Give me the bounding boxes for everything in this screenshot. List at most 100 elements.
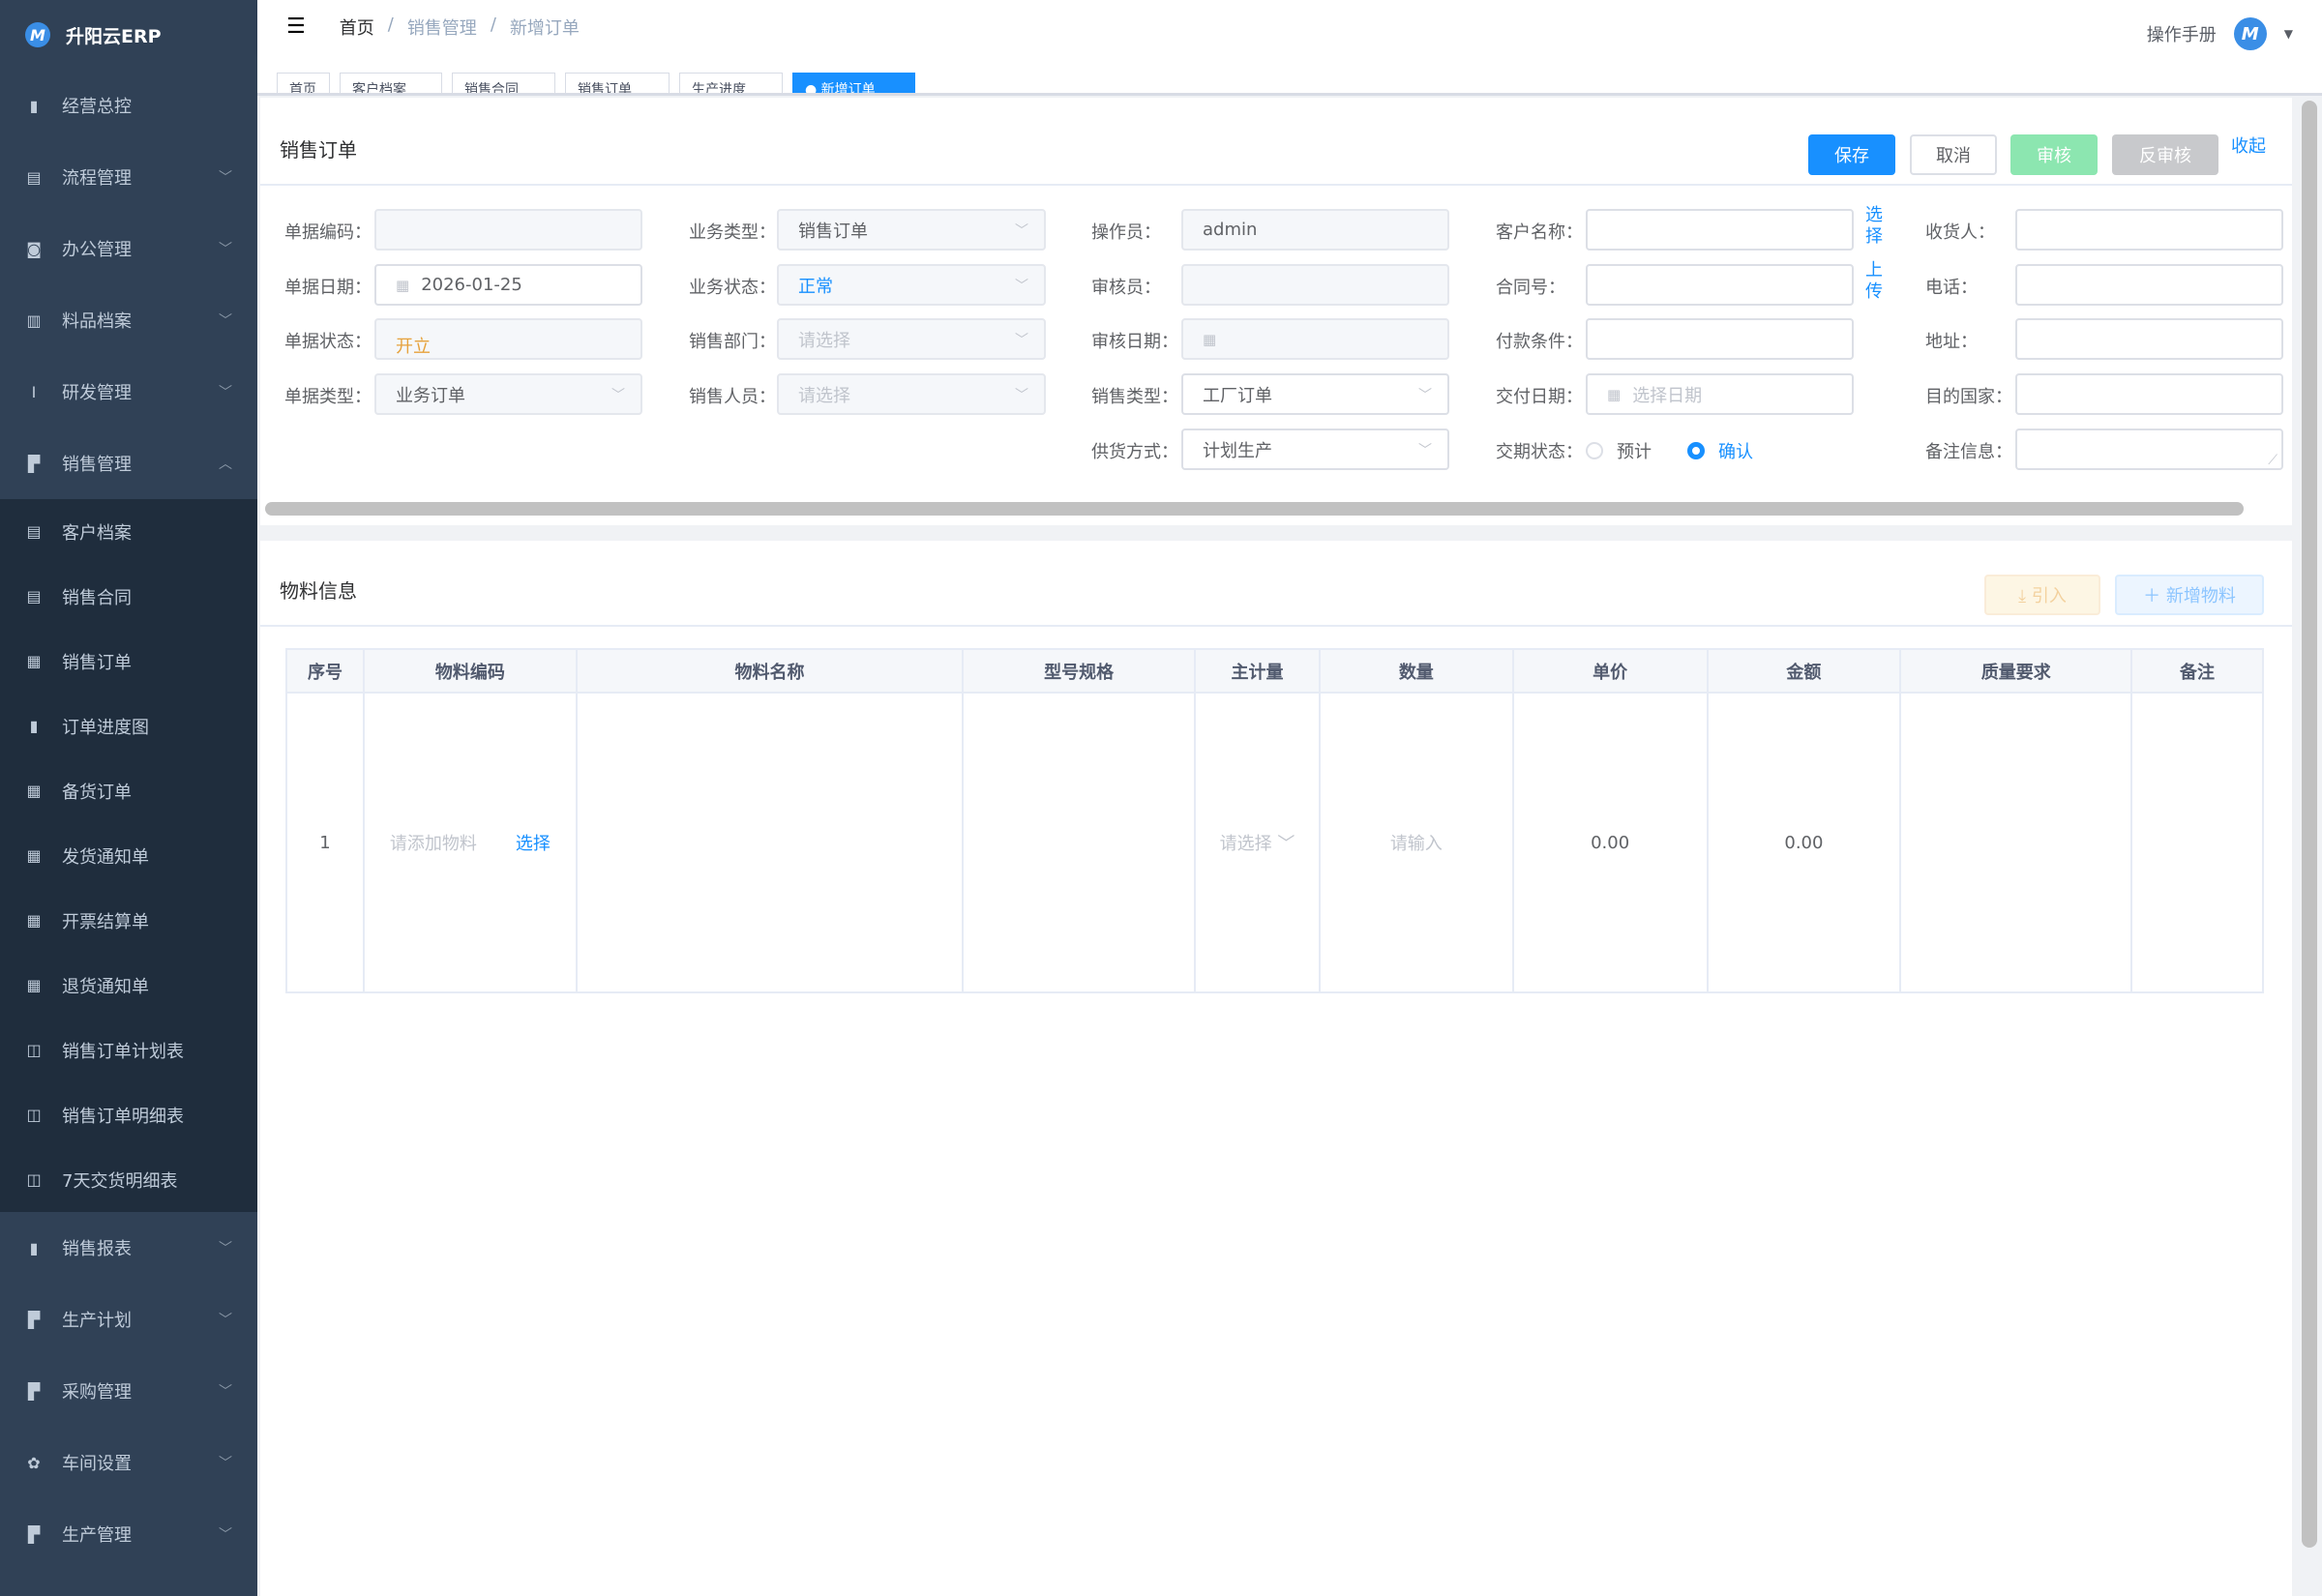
app-logo[interactable]: M 升阳云ERP: [0, 0, 257, 70]
field-label: 业务状态：: [689, 278, 776, 298]
sidebar-item[interactable]: ▛ 生产管理 ﹀: [0, 1498, 257, 1570]
radio-option[interactable]: 预计: [1586, 438, 1652, 463]
collapse-link[interactable]: 收起: [2231, 136, 2266, 157]
chevron-down-icon[interactable]: ﹀: [219, 385, 232, 400]
select-field[interactable]: 业务订单 ﹀: [374, 373, 642, 415]
tab-item[interactable]: ● 新增订单: [792, 73, 915, 93]
date-picker[interactable]: ▦: [1181, 318, 1449, 360]
vertical-scrollbar[interactable]: [2302, 101, 2317, 1548]
text-input[interactable]: [2015, 373, 2283, 415]
sidebar-item[interactable]: ◙ 办公管理 ﹀: [0, 213, 257, 284]
chevron-up-icon[interactable]: ︿: [219, 457, 232, 472]
chevron-down-icon[interactable]: ﹀: [219, 1313, 232, 1328]
sidebar-item[interactable]: ▛ 生产计划 ﹀: [0, 1284, 257, 1355]
sidebar-item-label: 销售订单计划表: [62, 1041, 184, 1062]
field-label: 目的国家：: [1925, 387, 2012, 407]
select-material-link[interactable]: 选择: [515, 834, 551, 854]
field-label: 交付日期：: [1496, 387, 1583, 407]
sidebar-item[interactable]: Ⅰ 研发管理 ﹀: [0, 356, 257, 428]
text-input[interactable]: [1181, 264, 1449, 306]
table-body: 1 请添加物料 选择 请选择 ﹀ 请输入 0.00 0.00: [285, 692, 2264, 993]
text-input[interactable]: [374, 209, 642, 251]
text-input[interactable]: admin: [1181, 209, 1449, 251]
chevron-down-icon: ﹀: [1015, 222, 1028, 239]
chevron-down-icon[interactable]: ﹀: [219, 1456, 232, 1471]
sidebar-item[interactable]: ▛ 销售管理 ︿: [0, 428, 257, 499]
sidebar-item[interactable]: ▮ 经营总控: [0, 70, 257, 141]
text-input[interactable]: [1586, 209, 1854, 251]
text-input[interactable]: [2015, 209, 2283, 251]
unaudit-button[interactable]: 反审核: [2112, 134, 2218, 175]
quantity-input[interactable]: 请输入: [1318, 692, 1514, 993]
material-code-cell: 请添加物料 选择: [362, 692, 578, 993]
text-input[interactable]: 开立: [374, 318, 642, 360]
sidebar-item[interactable]: ✿ 车间设置 ﹀: [0, 1427, 257, 1498]
chevron-down-icon[interactable]: ﹀: [219, 242, 232, 257]
hamburger-icon[interactable]: ☰: [286, 15, 306, 39]
column-header: 物料编码: [362, 648, 578, 694]
chevron-down-icon: ﹀: [1015, 387, 1028, 403]
sidebar-item[interactable]: ▤ 流程管理 ﹀: [0, 141, 257, 213]
tab-item[interactable]: 销售订单: [565, 73, 670, 93]
upload-contract-link[interactable]: 上传: [1865, 260, 1883, 302]
chevron-down-icon[interactable]: ﹀: [219, 1527, 232, 1543]
tab-item[interactable]: 生产进度: [679, 73, 783, 93]
sidebar-item[interactable]: ▦ 销售订单: [0, 629, 257, 694]
cancel-button[interactable]: 取消: [1910, 134, 1997, 175]
material-code-placeholder[interactable]: 请添加物料: [389, 834, 477, 854]
sidebar-item[interactable]: ▥ 料品档案 ﹀: [0, 284, 257, 356]
audit-button[interactable]: 审核: [2010, 134, 2098, 175]
avatar[interactable]: M: [2233, 17, 2267, 50]
save-button[interactable]: 保存: [1808, 134, 1895, 175]
select-field[interactable]: 销售订单 ﹀: [777, 209, 1046, 251]
select-field[interactable]: 请选择 ﹀: [777, 373, 1046, 415]
sidebar-item[interactable]: ▦ 备货订单: [0, 758, 257, 823]
chevron-down-icon[interactable]: ﹀: [219, 170, 232, 186]
chevron-down-icon[interactable]: ﹀: [219, 313, 232, 329]
sidebar-item[interactable]: ◫ 7天交货明细表: [0, 1147, 257, 1212]
calendar-icon: ▦: [1203, 330, 1217, 348]
import-button[interactable]: ⤓ 引入: [1984, 575, 2100, 615]
tab-item[interactable]: 首页: [277, 73, 330, 93]
sidebar-item[interactable]: ▛ 采购管理 ﹀: [0, 1355, 257, 1427]
sidebar-item[interactable]: ▦ 发货通知单: [0, 823, 257, 888]
tab-item[interactable]: 销售合同: [452, 73, 555, 93]
breadcrumb-home[interactable]: 首页: [339, 17, 374, 39]
sidebar-item[interactable]: ▛加工车间﹀: [0, 1570, 257, 1596]
chevron-down-icon[interactable]: ﹀: [219, 1241, 232, 1256]
textarea-field[interactable]: ⟋: [2015, 429, 2283, 470]
date-picker[interactable]: ▦ 2026-01-25: [374, 264, 642, 306]
chevron-down-icon[interactable]: ﹀: [219, 1384, 232, 1400]
date-picker[interactable]: ▦ 选择日期: [1586, 373, 1854, 415]
sidebar-item[interactable]: ◫ 销售订单计划表: [0, 1018, 257, 1082]
text-input[interactable]: [2015, 318, 2283, 360]
select-customer-link[interactable]: 选择: [1865, 205, 1883, 247]
select-field[interactable]: 工厂订单 ﹀: [1181, 373, 1449, 415]
tab-item[interactable]: 客户档案: [340, 73, 442, 93]
sidebar-item[interactable]: ▦ 开票结算单: [0, 888, 257, 953]
sidebar-item-label: 销售订单明细表: [62, 1106, 184, 1127]
horizontal-scrollbar[interactable]: [265, 502, 2244, 516]
sidebar-item[interactable]: ▦ 退货通知单: [0, 953, 257, 1018]
text-input[interactable]: [2015, 264, 2283, 306]
sidebar-item[interactable]: ▮ 订单进度图: [0, 694, 257, 758]
sidebar-item[interactable]: ▮ 销售报表 ﹀: [0, 1212, 257, 1284]
select-field[interactable]: 计划生产 ﹀: [1181, 429, 1449, 470]
sidebar-item[interactable]: ▤ 销售合同: [0, 564, 257, 629]
radio-icon: [1687, 442, 1705, 459]
table-icon: ▦: [26, 652, 42, 670]
unit-select[interactable]: 请选择 ﹀: [1194, 692, 1321, 993]
text-input[interactable]: [1586, 264, 1854, 306]
manual-link[interactable]: 操作手册: [2146, 25, 2217, 45]
select-field[interactable]: 正常 ﹀: [777, 264, 1046, 306]
sidebar-item[interactable]: ◫ 销售订单明细表: [0, 1082, 257, 1147]
field-value: 2026-01-25: [421, 275, 522, 295]
sidebar-item[interactable]: ▤ 客户档案: [0, 499, 257, 564]
materials-card: 物料信息 ⤓ 引入 ＋ 新增物料 序号 物料编码 物料名称 型号规格 主计量 数量 单价 金额…: [260, 541, 2292, 1596]
text-input[interactable]: [1586, 318, 1854, 360]
radio-option[interactable]: 确认: [1687, 438, 1753, 463]
select-field[interactable]: 请选择 ﹀: [777, 318, 1046, 360]
add-material-button[interactable]: ＋ 新增物料: [2115, 575, 2264, 615]
caret-down-icon[interactable]: ▼: [2283, 27, 2293, 41]
chevron-down-icon: ﹀: [1015, 332, 1028, 348]
